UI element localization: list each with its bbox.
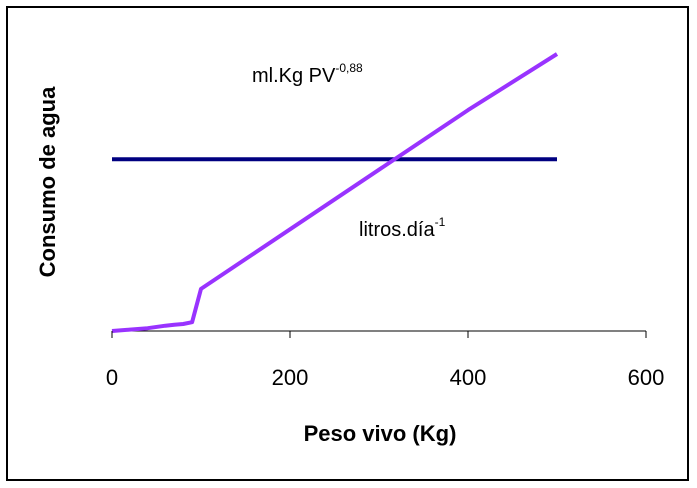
x-tick-label: 600 xyxy=(628,365,665,390)
chart-frame xyxy=(6,6,689,481)
annotation-litros-dia-base: litros.día xyxy=(359,219,435,241)
y-axis-title: Consumo de agua xyxy=(35,86,60,277)
x-tick-label: 400 xyxy=(450,365,487,390)
annotation-litros-dia-sup: -1 xyxy=(435,215,446,229)
annotation-ml-kg-pv-sup: -0,88 xyxy=(335,61,363,75)
series-line-2 xyxy=(111,52,559,333)
x-tick-label: 200 xyxy=(272,365,309,390)
x-axis-title: Peso vivo (Kg) xyxy=(304,421,457,446)
annotation-ml-kg-pv-base: ml.Kg PV xyxy=(252,65,336,87)
annotation-ml-kg-pv: ml.Kg PV-0,88 xyxy=(252,61,363,87)
annotation-litros-dia: litros.día-1 xyxy=(359,215,446,241)
tick-layer: 0 200 400 600 xyxy=(106,331,664,390)
series-layer xyxy=(111,52,559,333)
x-tick-label: 0 xyxy=(106,365,118,390)
